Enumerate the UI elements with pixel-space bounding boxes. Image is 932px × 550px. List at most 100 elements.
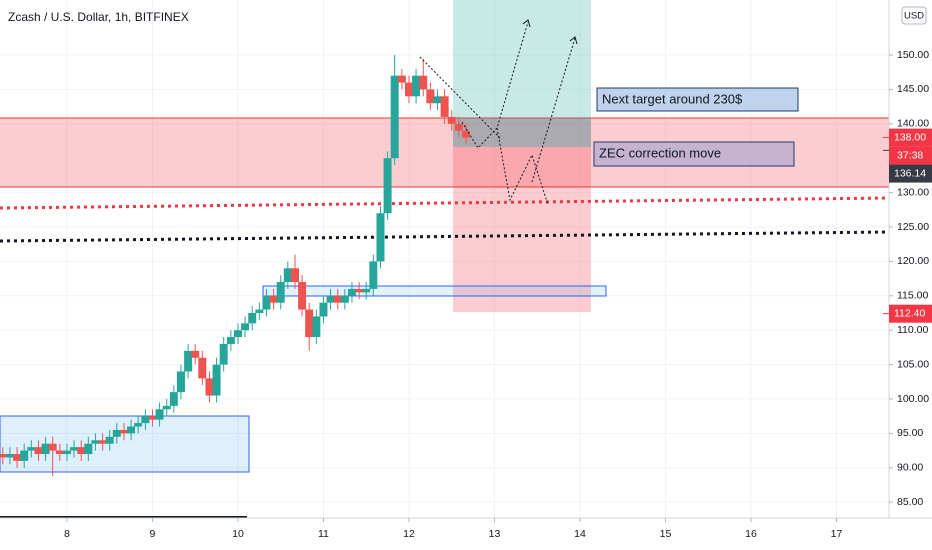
candle-body (13, 454, 22, 461)
candle-body (5, 454, 14, 458)
candle-body (70, 447, 79, 451)
candle-body (212, 364, 221, 396)
projection-path (461, 21, 529, 149)
x-tick-label: 8 (64, 528, 70, 540)
candle-body (276, 282, 285, 303)
red-dotted-line (0, 196, 890, 210)
candle-body (319, 302, 328, 317)
price-tag-label: 112.40 (894, 307, 925, 319)
candle-body (20, 450, 29, 461)
candle-body (105, 436, 114, 444)
candle-body (98, 440, 107, 444)
x-tick-label: 15 (660, 528, 672, 540)
candles (0, 55, 471, 477)
blue-range (262, 285, 607, 297)
candle-body (148, 416, 157, 420)
price-tag (889, 164, 932, 183)
profit-box (453, 0, 591, 147)
x-tick-label: 12 (403, 528, 415, 540)
candle-body (433, 96, 442, 104)
candle-body (77, 447, 86, 455)
candle-body (390, 75, 399, 159)
x-tick-label: 10 (232, 528, 244, 540)
candle-body (347, 288, 356, 296)
candle-body (134, 423, 143, 427)
chart-title: Zcash / U.S. Dollar, 1h, BITFINEX (8, 10, 189, 24)
trend-line (419, 56, 501, 139)
countdown-tag (889, 146, 932, 165)
note-text: Next target around 230$ (602, 91, 743, 106)
candle-body (34, 447, 43, 455)
currency[interactable]: USD (904, 11, 924, 22)
candle-body (369, 261, 378, 289)
y-tick-label: 85.00 (897, 496, 923, 508)
candle-body (298, 282, 307, 310)
candle-body (454, 123, 463, 131)
candle-body (283, 268, 292, 283)
y-tick-label: 110.00 (897, 324, 928, 336)
y-tick-label: 150.00 (897, 49, 929, 61)
y-tick-label: 130.00 (897, 186, 929, 198)
candle-body (162, 405, 171, 410)
y-tick-label: 145.00 (897, 83, 929, 95)
candle-body (269, 295, 278, 303)
x-tick-label: 11 (318, 528, 329, 540)
candle-body (141, 416, 150, 424)
black-dotted-line (0, 230, 890, 243)
x-tick-label: 9 (150, 528, 156, 540)
projection (419, 21, 576, 206)
candle-body (404, 82, 413, 97)
arrow-head (522, 19, 531, 28)
y-tick-label: 90.00 (897, 462, 923, 474)
candle-body (155, 409, 164, 420)
candle-body (41, 443, 50, 455)
candle-body (55, 450, 64, 455)
candle-body (376, 213, 385, 262)
price-tag-label: 138.00 (894, 131, 926, 143)
x-tick-label: 17 (831, 528, 843, 540)
candle-body (48, 443, 57, 451)
axes: 85.00 90.00 95.00 100.00 105.00 110.00 115.00 1… (64, 49, 932, 540)
price-tag-label: 136.14 (894, 167, 926, 179)
candle-body (184, 350, 193, 372)
candle-body (412, 75, 421, 97)
candle-body (191, 350, 200, 358)
candle-body (333, 295, 342, 303)
grid (0, 0, 889, 518)
candle-body (62, 450, 71, 455)
currency-button[interactable] (901, 6, 927, 25)
candle-body (84, 443, 93, 455)
candle-body (355, 288, 364, 293)
candle-body (305, 309, 314, 338)
candle-body (255, 309, 264, 314)
candle-body (426, 89, 435, 104)
candle-body (0, 454, 7, 458)
y-tick-label: 95.00 (897, 427, 923, 439)
candle-body (262, 295, 271, 310)
candle-body (91, 440, 100, 444)
candle-body (127, 426, 136, 434)
candle-body (233, 330, 242, 338)
candle-body (219, 343, 228, 365)
entry-box (453, 118, 591, 147)
time-axis (0, 518, 889, 550)
candle-body (112, 429, 121, 437)
note-box (596, 87, 799, 112)
y-tick-label: 140.00 (897, 118, 929, 130)
candle-body (440, 96, 449, 117)
candle-body (312, 316, 321, 338)
candle-body (27, 447, 36, 451)
candle-body (248, 313, 257, 324)
candle-body (326, 295, 335, 303)
candle-body (383, 158, 392, 214)
projection-path (531, 37, 576, 183)
candle-body (226, 337, 235, 344)
countdown: 37:38 (897, 149, 923, 161)
y-tick-label: 105.00 (897, 358, 929, 370)
projection-path (496, 127, 549, 206)
x-tick-label: 13 (489, 528, 501, 540)
candle-body (290, 268, 299, 283)
candle-body (462, 130, 471, 138)
